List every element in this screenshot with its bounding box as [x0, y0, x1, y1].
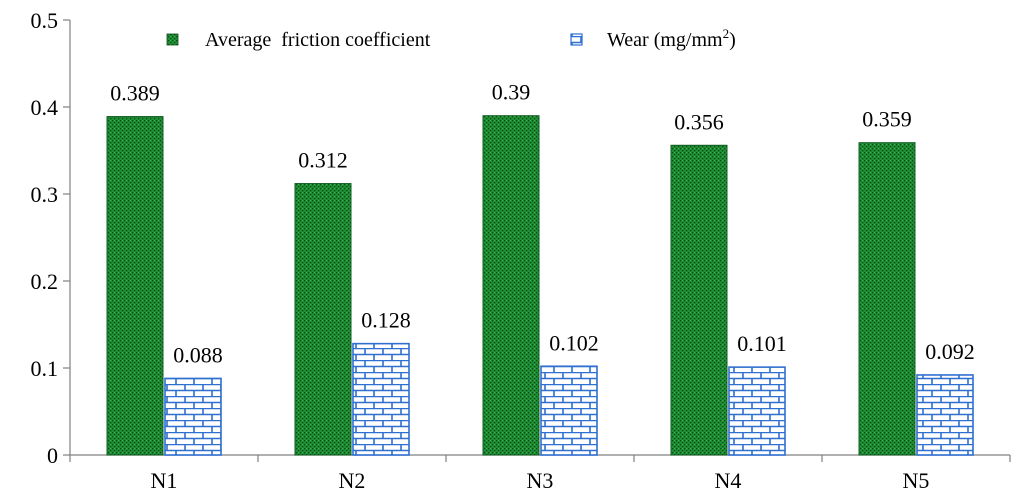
- x-axis: N1 N2 N3 N4 N5: [69, 454, 1011, 493]
- bars-layer: [106, 115, 974, 456]
- bar-friction: [858, 142, 916, 456]
- bar-friction: [670, 144, 728, 456]
- bar-wear: [916, 374, 974, 456]
- data-label-wear: 0.101: [737, 331, 787, 356]
- x-tick-label: N5: [903, 468, 930, 493]
- x-tick-label: N3: [527, 468, 554, 493]
- legend-label-wear-sup: 2: [723, 26, 730, 41]
- y-tick-label: 0.4: [31, 95, 59, 120]
- bar-wear: [352, 342, 410, 456]
- bar-wear: [164, 377, 222, 456]
- data-label-wear: 0.092: [925, 339, 975, 364]
- y-tick-label: 0.5: [31, 8, 59, 33]
- legend-label-wear: Wear (mg/mm2): [607, 26, 736, 51]
- legend-label-wear-suffix: ): [729, 29, 736, 51]
- x-tick-label: N2: [339, 468, 366, 493]
- data-label-friction: 0.389: [110, 81, 160, 106]
- y-tick-label: 0.3: [31, 182, 59, 207]
- legend-label-wear-main: Wear (mg/mm: [607, 29, 723, 51]
- legend-swatch-wear: [570, 33, 583, 46]
- data-label-friction: 0.39: [492, 80, 531, 105]
- legend-swatch-friction: [166, 33, 179, 46]
- data-label-wear: 0.102: [549, 330, 599, 355]
- data-label-friction: 0.356: [674, 109, 724, 134]
- legend-label-friction: Average friction coefficient: [205, 29, 431, 51]
- bar-friction: [106, 116, 164, 456]
- y-tick-label: 0.2: [31, 269, 59, 294]
- data-labels-layer: 0.389 0.312 0.39 0.356 0.359 0.088 0.128 0.102 0…: [110, 80, 975, 368]
- bar-wear: [728, 366, 786, 456]
- y-tick-label: 0.1: [31, 356, 59, 381]
- data-label-friction: 0.359: [862, 107, 912, 132]
- x-tick-label: N1: [151, 468, 178, 493]
- legend: Average friction coefficient Wear (mg/mm…: [166, 26, 736, 51]
- data-label-wear: 0.128: [361, 308, 411, 333]
- bar-friction: [482, 115, 540, 456]
- y-axis: 0 0.1 0.2 0.3 0.4 0.5: [31, 8, 71, 468]
- data-label-wear: 0.088: [173, 342, 223, 367]
- y-tick-label: 0: [47, 443, 58, 468]
- bar-wear: [540, 365, 598, 456]
- bar-friction: [294, 183, 352, 456]
- x-tick-label: N4: [715, 468, 742, 493]
- data-label-friction: 0.312: [298, 148, 348, 173]
